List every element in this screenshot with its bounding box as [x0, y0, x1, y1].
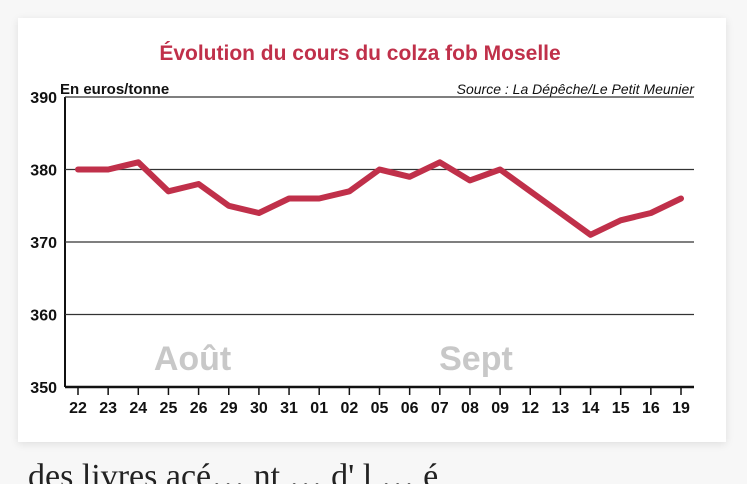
y-tick-label: 360 — [30, 308, 57, 325]
chart-card — [18, 18, 726, 442]
x-tick-label: 19 — [672, 400, 690, 417]
x-tick-label: 26 — [190, 400, 208, 417]
data-point — [678, 196, 684, 201]
line-chart: Évolution du cours du colza fob Moselle … — [30, 42, 696, 417]
month-labels: Août Sept — [154, 340, 513, 378]
x-tick-label: 05 — [371, 400, 389, 417]
y-tick-label: 390 — [30, 90, 57, 107]
data-point — [407, 174, 413, 180]
data-point — [256, 210, 262, 216]
x-tick-label: 24 — [129, 400, 147, 417]
data-point — [165, 188, 171, 194]
y-axis-unit-label: En euros/tonne — [60, 81, 169, 98]
price-line — [75, 159, 684, 238]
x-axis: 22 23 24 25 26 29 30 31 01 02 05 06 07 08 09 12 13 14 15 16… — [65, 385, 694, 417]
data-point — [226, 203, 232, 209]
x-tick-label: 25 — [160, 400, 178, 417]
x-tick-label: 16 — [642, 400, 660, 417]
article-text-fragment: des livres acé… nt … d' l … é — [28, 458, 439, 484]
month-label: Sept — [439, 340, 513, 378]
data-point — [346, 188, 352, 194]
data-point — [316, 196, 322, 201]
data-point — [557, 210, 563, 216]
data-point — [588, 232, 594, 238]
data-point — [467, 177, 473, 183]
data-point — [286, 196, 292, 201]
x-tick-label: 09 — [491, 400, 509, 417]
x-tick-label: 29 — [220, 400, 238, 417]
source-note: Source : La Dépêche/Le Petit Meunier — [457, 81, 696, 97]
data-point — [377, 167, 382, 172]
x-tick-label: 07 — [431, 400, 449, 417]
data-point — [105, 167, 111, 172]
data-point — [135, 159, 141, 165]
data-point — [497, 167, 503, 172]
x-tick-label: 01 — [310, 400, 328, 417]
chart-title: Évolution du cours du colza fob Moselle — [159, 42, 560, 65]
y-axis-ticks: 350 360 370 380 390 — [30, 90, 57, 397]
data-point — [75, 167, 81, 172]
x-tick-label: 15 — [612, 400, 630, 417]
x-tick-label: 02 — [340, 400, 358, 417]
x-tick-label: 08 — [461, 400, 479, 417]
x-tick-label: 12 — [521, 400, 539, 417]
data-point — [618, 217, 624, 223]
x-tick-label: 31 — [280, 400, 298, 417]
y-tick-label: 370 — [30, 235, 57, 252]
x-tick-label: 30 — [250, 400, 268, 417]
data-point — [196, 181, 202, 187]
data-point — [648, 210, 654, 216]
x-tick-label: 22 — [69, 400, 87, 417]
x-tick-label: 14 — [582, 400, 600, 417]
x-tick-label: 13 — [552, 400, 570, 417]
month-label: Août — [154, 340, 231, 378]
y-tick-label: 380 — [30, 163, 57, 180]
x-tick-label: 06 — [401, 400, 419, 417]
y-tick-label: 350 — [30, 380, 57, 397]
data-point — [437, 159, 443, 165]
data-point — [527, 188, 533, 194]
x-tick-label: 23 — [99, 400, 117, 417]
data-points — [75, 159, 684, 238]
